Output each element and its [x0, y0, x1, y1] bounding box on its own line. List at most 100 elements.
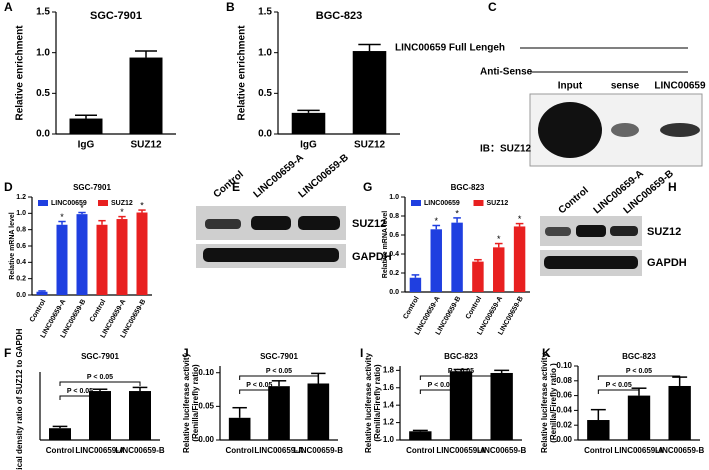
chart-title: BGC-823 — [622, 352, 656, 361]
panel-letter: C — [488, 0, 497, 14]
y-axis-label: Relative luciferase activity — [364, 352, 373, 453]
y-tick-label: 0.04 — [556, 406, 572, 415]
y-tick-label: 1.5 — [258, 7, 272, 18]
significance-label: P < 0.05 — [448, 368, 474, 375]
y-tick-label: 1.0 — [258, 47, 272, 58]
bar — [352, 51, 387, 134]
significance: * — [497, 234, 501, 244]
significance-bracket — [239, 375, 319, 380]
bar — [49, 428, 71, 440]
x-tick-label: LINC00659-B — [115, 446, 165, 455]
bar — [56, 224, 68, 295]
x-tick-label: Control — [406, 446, 434, 455]
x-tick-label: LINC00659-B — [655, 446, 705, 455]
y-tick-label: 0.5 — [258, 88, 272, 99]
significance-bracket — [597, 375, 681, 380]
row-label: SUZ12 — [352, 218, 386, 230]
x-tick-label: Control — [225, 446, 253, 455]
chart-title: SGC-7901 — [73, 183, 111, 192]
x-tick-label: Control — [46, 446, 74, 455]
significance: * — [60, 212, 64, 222]
y-tick-label: 1.6 — [383, 383, 395, 392]
y-tick-label: 0.0 — [389, 289, 399, 296]
x-tick-label: IgG — [78, 140, 95, 151]
significance-label: P < 0.05 — [67, 388, 93, 395]
x-tick-label: LINC00659-B — [477, 446, 527, 455]
y-axis-label: (Renilla/Firefly ratio ) — [549, 363, 558, 443]
panel-letter: F — [4, 346, 11, 360]
x-tick-label: LINC00659-A — [75, 446, 125, 455]
blot-band — [251, 216, 291, 230]
significance: * — [518, 214, 522, 224]
y-tick-label: 0.4 — [16, 259, 26, 266]
y-axis-label: Relative luciferase activity — [540, 352, 549, 453]
bar — [307, 383, 330, 440]
y-tick-label: 0.6 — [16, 243, 26, 250]
blot-band — [538, 102, 602, 158]
x-tick-label: LINC00659-A — [614, 446, 664, 455]
blot-band — [205, 219, 241, 229]
y-tick-label: 0.0 — [36, 129, 50, 140]
bar — [228, 417, 251, 440]
bar — [451, 222, 463, 292]
y-axis-label: (Renilla/Firefly ratio) — [191, 364, 200, 442]
y-tick-label: 0.2 — [16, 276, 26, 283]
bar — [268, 386, 290, 440]
y-tick-label: 0.00 — [198, 435, 214, 444]
bar — [69, 118, 103, 134]
legend-swatch — [473, 200, 484, 206]
legend-swatch — [38, 200, 48, 206]
y-axis-label: Relative mRNA level — [9, 212, 16, 279]
blot-band — [203, 248, 339, 262]
y-tick-label: 1.0 — [36, 47, 50, 58]
y-tick-label: 0.00 — [556, 435, 572, 444]
panel-letter: E — [232, 180, 240, 194]
y-tick-label: 0.8 — [16, 227, 26, 234]
y-tick-label: 0.4 — [389, 251, 399, 258]
panel-letter: J — [182, 346, 189, 360]
row-label: GAPDH — [647, 257, 687, 269]
bar — [430, 229, 442, 292]
y-tick-label: 0.2 — [389, 270, 399, 277]
blot-h: H Control LINC00659-A LINC00659-B SUZ12 … — [540, 168, 687, 276]
blot-band — [660, 123, 700, 137]
y-tick-label: 1.8 — [383, 365, 395, 374]
blot-band — [576, 225, 606, 237]
y-axis-label: (Renilla/Firefly ratio) — [373, 364, 382, 442]
significance-bracket — [59, 381, 141, 386]
bar — [36, 291, 48, 295]
row-label: GAPDH — [352, 251, 392, 263]
y-tick-label: 1.4 — [383, 400, 395, 409]
legend-label: LINC00659 — [424, 200, 460, 207]
chart-title: SGC-7901 — [260, 352, 298, 361]
y-tick-label: 0.06 — [556, 391, 572, 400]
significance-label: P < 0.05 — [246, 382, 272, 389]
significance-label: P < 0.05 — [428, 382, 454, 389]
blot-c: C LINC00659 Full Lengeh Anti-Sense Input… — [395, 0, 706, 167]
significance-label: P < 0.05 — [606, 382, 632, 389]
y-tick-label: 0.02 — [556, 420, 572, 429]
legend-swatch — [411, 200, 421, 206]
significance: * — [455, 208, 459, 218]
significance: * — [434, 216, 438, 226]
bar — [490, 372, 513, 440]
y-tick-label: 0.10 — [198, 368, 214, 377]
bar — [493, 247, 505, 292]
y-tick-label: 0.8 — [389, 213, 399, 220]
bar — [409, 277, 422, 292]
y-tick-label: 1.0 — [389, 194, 399, 201]
panel-letter: B — [226, 0, 235, 14]
y-tick-label: 0.10 — [556, 361, 572, 370]
significance: * — [120, 207, 124, 217]
x-tick-label: SUZ12 — [354, 140, 386, 151]
y-tick-label: 1.0 — [383, 435, 395, 444]
strand-label: Anti-Sense — [480, 67, 533, 78]
row-label: IB：SUZ12 — [480, 144, 532, 155]
blot-band — [544, 256, 638, 269]
legend-label: SUZ12 — [487, 200, 509, 207]
x-tick-label: Control — [465, 295, 484, 320]
y-axis-label: Relative mRNA level — [382, 211, 389, 278]
x-tick-label: LINC00659-A — [254, 446, 304, 455]
chart-title: BGC-823 — [444, 352, 478, 361]
